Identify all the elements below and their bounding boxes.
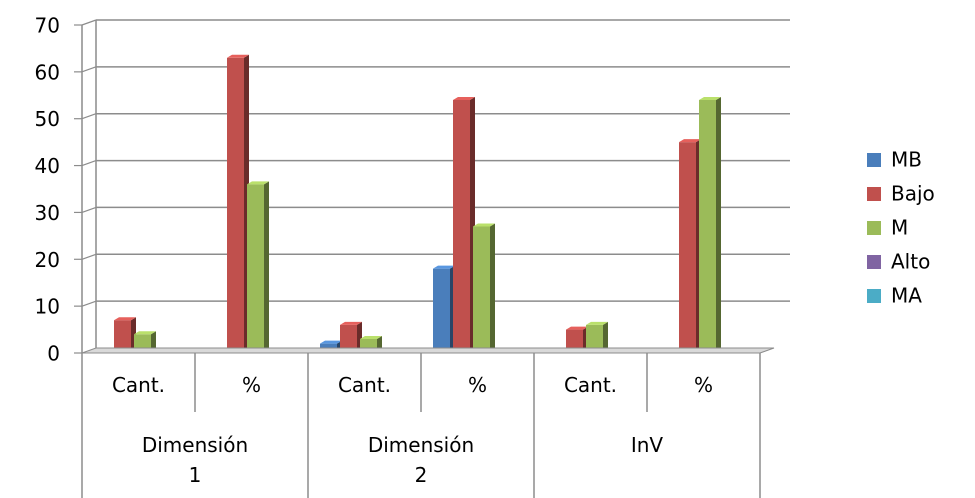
bar-front [227,57,244,354]
legend-label: MA [891,284,922,308]
x-group-label: InV [631,433,664,457]
x-category-label: % [468,373,487,397]
gridline-side [81,66,97,73]
bar-bajo-2 [227,54,249,354]
labels: 0 10 20 30 40 50 60 70 Cant.% Cant.% Cant. % Dimensi… [35,14,713,488]
bar-m-4 [473,223,495,353]
y-tick-label: 30 [35,201,60,225]
bar-bajo-4 [453,96,475,353]
bar-top [453,96,475,100]
y-tick-label: 70 [35,14,60,38]
gridline-side [81,253,97,260]
y-tick-label: 10 [35,295,60,319]
bar-front [453,99,470,353]
bar-top [134,331,156,335]
legend-item-mb: MB [867,148,922,172]
bar-top [340,321,362,325]
y-tick-label: 40 [35,154,60,178]
gridlines [81,19,790,307]
x-category-label: % [242,373,261,397]
bar-top [679,139,701,143]
bar-m-2 [247,181,269,353]
bar-top [433,265,455,269]
bar-top [586,321,608,325]
legend-swatch [867,289,881,303]
legend-item-ma: MA [867,284,922,308]
bar-top [247,181,269,185]
legend-swatch [867,187,881,201]
bar-bajo-6 [679,139,701,353]
bar-m-5 [586,321,608,353]
legend-swatch [867,255,881,269]
gridline-side [81,300,97,307]
x-category-label: Cant. [338,373,391,397]
bar-front [699,99,716,353]
legend-swatch [867,153,881,167]
bar-front [433,268,450,353]
bar-m-6 [699,96,721,353]
chart-floor [81,347,775,354]
x-group-label: Dimensión [142,433,248,457]
legend-item-alto: Alto [867,250,930,274]
bar-side [490,223,495,353]
x-group-label-line2: 1 [189,463,202,487]
legend-item-bajo: Bajo [867,182,935,206]
bar-side [603,321,608,353]
x-group-label: Dimensión [368,433,474,457]
bars [94,54,761,354]
y-tick-label: 0 [47,342,60,366]
bar-mb-4 [433,265,455,353]
legend: MB Bajo M Alto MA [867,148,935,308]
axes [74,20,775,498]
x-category-label: % [694,373,713,397]
y-tick-label: 50 [35,107,60,131]
bar-front [247,184,264,353]
gridline-side [81,206,97,213]
bar-front [566,329,583,353]
bar-front [586,324,603,353]
bar-top [699,96,721,100]
x-group-label-line2: 2 [415,463,428,487]
bar-front [340,324,357,353]
bar-front [679,142,696,353]
legend-label: M [891,216,908,240]
y-tick-label: 20 [35,248,60,272]
x-category-label: Cant. [564,373,617,397]
gridline-side [81,160,97,167]
y-tick-label: 60 [35,60,60,84]
legend-swatch [867,221,881,235]
bar-front [473,226,490,353]
legend-label: Bajo [891,182,935,206]
bar-side [716,96,721,353]
bar-top [320,340,342,344]
bar-top [114,317,136,321]
x-category-label: Cant. [112,373,165,397]
bar-top [227,54,249,58]
bar-front [114,320,131,353]
legend-label: MB [891,148,922,172]
bar-top [360,335,382,339]
gridline-side [81,113,97,120]
gridline-side [81,19,97,26]
bar-top [566,326,588,330]
bar-side [264,181,269,353]
bar-top [473,223,495,227]
legend-item-m: M [867,216,908,240]
legend-label: Alto [891,250,930,274]
